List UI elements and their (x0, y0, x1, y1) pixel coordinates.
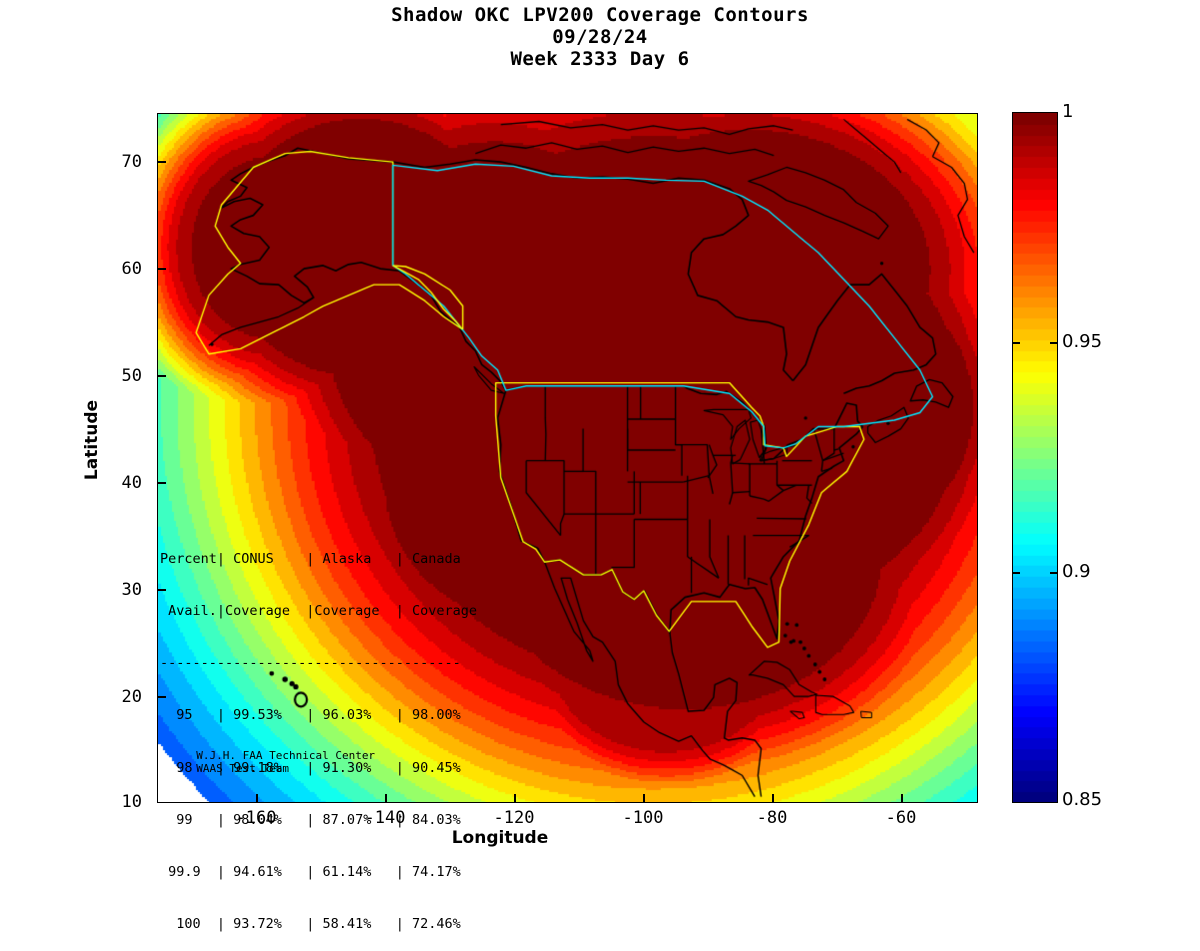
x-tick-label-60: -60 (885, 808, 917, 828)
colorbar-canvas (1013, 113, 1057, 802)
y-tick-label-30: 30 (121, 580, 142, 600)
colorbar-tick-label-1: 1 (1062, 101, 1074, 122)
title-line-3: Week 2333 Day 6 (510, 48, 690, 70)
x-tick-mark-80 (772, 794, 774, 803)
x-tick-label-120: -120 (493, 808, 535, 828)
y-tick-label-20: 20 (121, 687, 142, 707)
y-tick-label-10: 10 (121, 792, 142, 812)
table-row: 99 | 98.04% | 87.07% | 84.03% (160, 811, 461, 828)
colorbar-tick-label-095: 0.95 (1062, 331, 1103, 352)
y-tick-mark-40 (157, 482, 166, 484)
y-tick-label-50: 50 (121, 366, 142, 386)
colorbar-tick-mark-09-left (1012, 572, 1020, 574)
colorbar-tick-mark-095-left (1012, 342, 1020, 344)
y-tick-label-70: 70 (121, 152, 142, 172)
x-axis-label: Longitude (451, 828, 549, 848)
credit-line-1: W.J.H. FAA Technical Center (196, 748, 376, 762)
colorbar-tick-label-09: 0.9 (1062, 561, 1091, 582)
y-tick-label-60: 60 (121, 259, 142, 279)
table-row: 99.9 | 94.61% | 61.14% | 74.17% (160, 864, 461, 881)
x-tick-mark-100 (643, 794, 645, 803)
colorbar-tick-label-085: 0.85 (1062, 789, 1103, 810)
y-tick-mark-20 (157, 696, 166, 698)
y-tick-label-40: 40 (121, 473, 142, 493)
credit-block: W.J.H. FAA Technical Center WAAS Test Te… (183, 735, 375, 776)
stats-header-row-1: Percent| CONUS | Alaska | Canada (160, 550, 461, 567)
x-tick-mark-160 (256, 794, 258, 803)
table-row: 95 | 99.53% | 96.03% | 98.00% (160, 707, 461, 724)
coverage-stats-table: Percent| CONUS | Alaska | Canada Avail.|… (160, 516, 477, 951)
title-line-2: 09/28/24 (552, 26, 648, 48)
y-tick-mark-70 (157, 161, 166, 163)
y-axis-label: Latitude (82, 399, 102, 481)
y-tick-mark-30 (157, 589, 166, 591)
x-tick-mark-60 (901, 794, 903, 803)
map-plot-area (157, 113, 978, 803)
x-tick-label-100: -100 (622, 808, 664, 828)
stats-divider: ------------------------------------- (160, 655, 461, 672)
colorbar (1012, 112, 1058, 803)
x-tick-mark-140 (385, 794, 387, 803)
page-title: Shadow OKC LPV200 Coverage Contours 09/2… (0, 4, 1200, 70)
x-tick-label-140: -140 (364, 808, 406, 828)
x-tick-label-80: -80 (756, 808, 788, 828)
y-tick-mark-60 (157, 268, 166, 270)
table-row: 100 | 93.72% | 58.41% | 72.46% (160, 916, 461, 933)
colorbar-gradient (1012, 112, 1058, 803)
colorbar-tick-mark-09-right (1050, 572, 1058, 574)
y-tick-mark-50 (157, 375, 166, 377)
coverage-contour-map (158, 114, 977, 802)
title-line-1: Shadow OKC LPV200 Coverage Contours (391, 4, 809, 26)
x-tick-label-160: -160 (235, 808, 277, 828)
x-tick-mark-120 (514, 794, 516, 803)
credit-line-2: WAAS Test Team (196, 762, 289, 775)
colorbar-tick-mark-095-right (1050, 342, 1058, 344)
stats-header-row-2: Avail.|Coverage |Coverage | Coverage (160, 603, 477, 620)
table-row: 98 | 99.18% | 91.30% | 90.45% (160, 759, 461, 776)
